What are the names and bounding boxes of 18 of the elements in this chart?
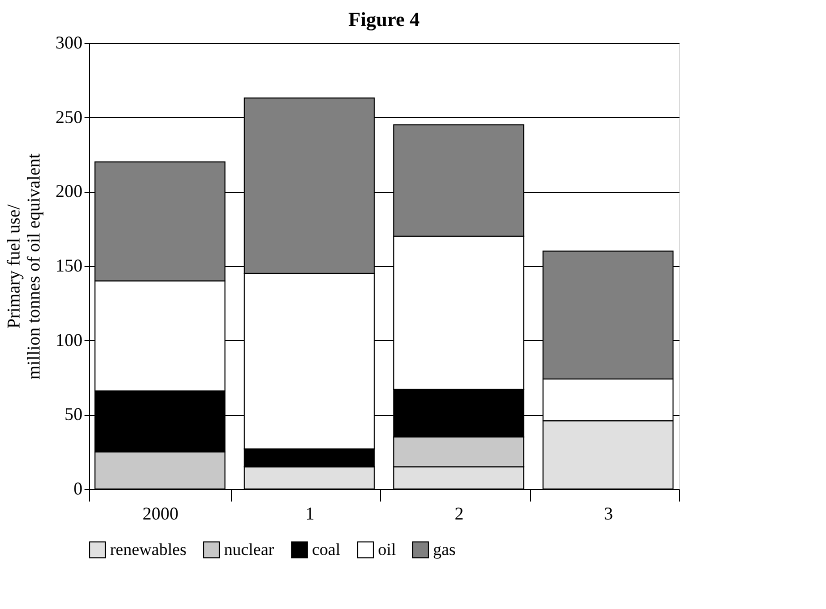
x-tick-label: 1 (305, 504, 314, 524)
x-tick-label: 3 (604, 504, 614, 524)
y-tick-label: 250 (56, 106, 82, 127)
legend-label: renewables (110, 540, 186, 559)
x-tick-label: 2 (454, 504, 464, 524)
y-tick-label: 100 (56, 330, 82, 350)
y-axis-title: Primary fuel use/ million tonnes of oil equivalent (4, 154, 44, 380)
y-tick-label: 0 (74, 478, 82, 498)
legend-label: coal (312, 540, 341, 559)
chart-title: Figure 4 (348, 9, 420, 31)
legend-label: nuclear (224, 540, 274, 559)
legend-label: oil (378, 540, 396, 559)
legend-label: gas (433, 540, 456, 559)
x-tick-label: 2000 (142, 504, 178, 524)
y-tick-label: 150 (56, 256, 82, 276)
y-tick-label: 50 (64, 404, 82, 424)
y-tick-label: 300 (56, 32, 82, 52)
y-tick-label: 200 (56, 181, 82, 202)
